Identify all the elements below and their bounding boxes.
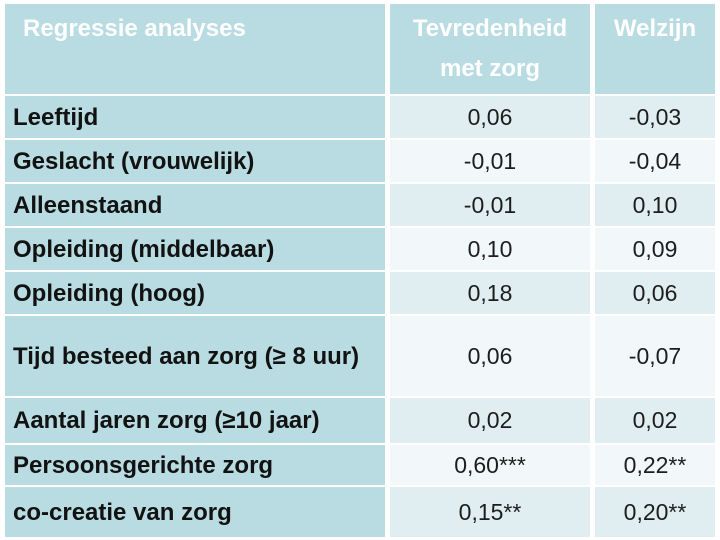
value-welzijn: 0,20** xyxy=(595,487,715,537)
value-tevredenheid: 0,06 xyxy=(390,96,590,138)
row-label: Aantal jaren zorg (≥10 jaar) xyxy=(5,398,385,443)
value-welzijn: -0,03 xyxy=(595,96,715,138)
row-label: Tijd besteed aan zorg (≥ 8 uur) xyxy=(5,316,385,396)
value-welzijn: 0,06 xyxy=(595,272,715,314)
row-label: Opleiding (hoog) xyxy=(5,272,385,314)
row-label: Alleenstaand xyxy=(5,184,385,226)
table-header-welzijn: Welzijn xyxy=(595,4,715,94)
value-tevredenheid: 0,06 xyxy=(390,316,590,396)
row-label: co-creatie van zorg xyxy=(5,487,385,537)
value-tevredenheid: -0,01 xyxy=(390,184,590,226)
table-header-tevredenheid: Tevredenheid met zorg xyxy=(390,4,590,94)
table-header-title: Regressie analyses xyxy=(5,4,385,94)
row-label: Opleiding (middelbaar) xyxy=(5,228,385,270)
value-welzijn: -0,04 xyxy=(595,140,715,182)
value-welzijn: 0,02 xyxy=(595,398,715,443)
value-welzijn: 0,10 xyxy=(595,184,715,226)
value-tevredenheid: 0,02 xyxy=(390,398,590,443)
value-welzijn: -0,07 xyxy=(595,316,715,396)
value-tevredenheid: 0,18 xyxy=(390,272,590,314)
row-label: Geslacht (vrouwelijk) xyxy=(5,140,385,182)
row-label: Persoonsgerichte zorg xyxy=(5,445,385,485)
value-welzijn: 0,22** xyxy=(595,445,715,485)
row-label: Leeftijd xyxy=(5,96,385,138)
value-tevredenheid: 0,10 xyxy=(390,228,590,270)
value-tevredenheid: -0,01 xyxy=(390,140,590,182)
value-tevredenheid: 0,15** xyxy=(390,487,590,537)
value-tevredenheid: 0,60*** xyxy=(390,445,590,485)
value-welzijn: 0,09 xyxy=(595,228,715,270)
